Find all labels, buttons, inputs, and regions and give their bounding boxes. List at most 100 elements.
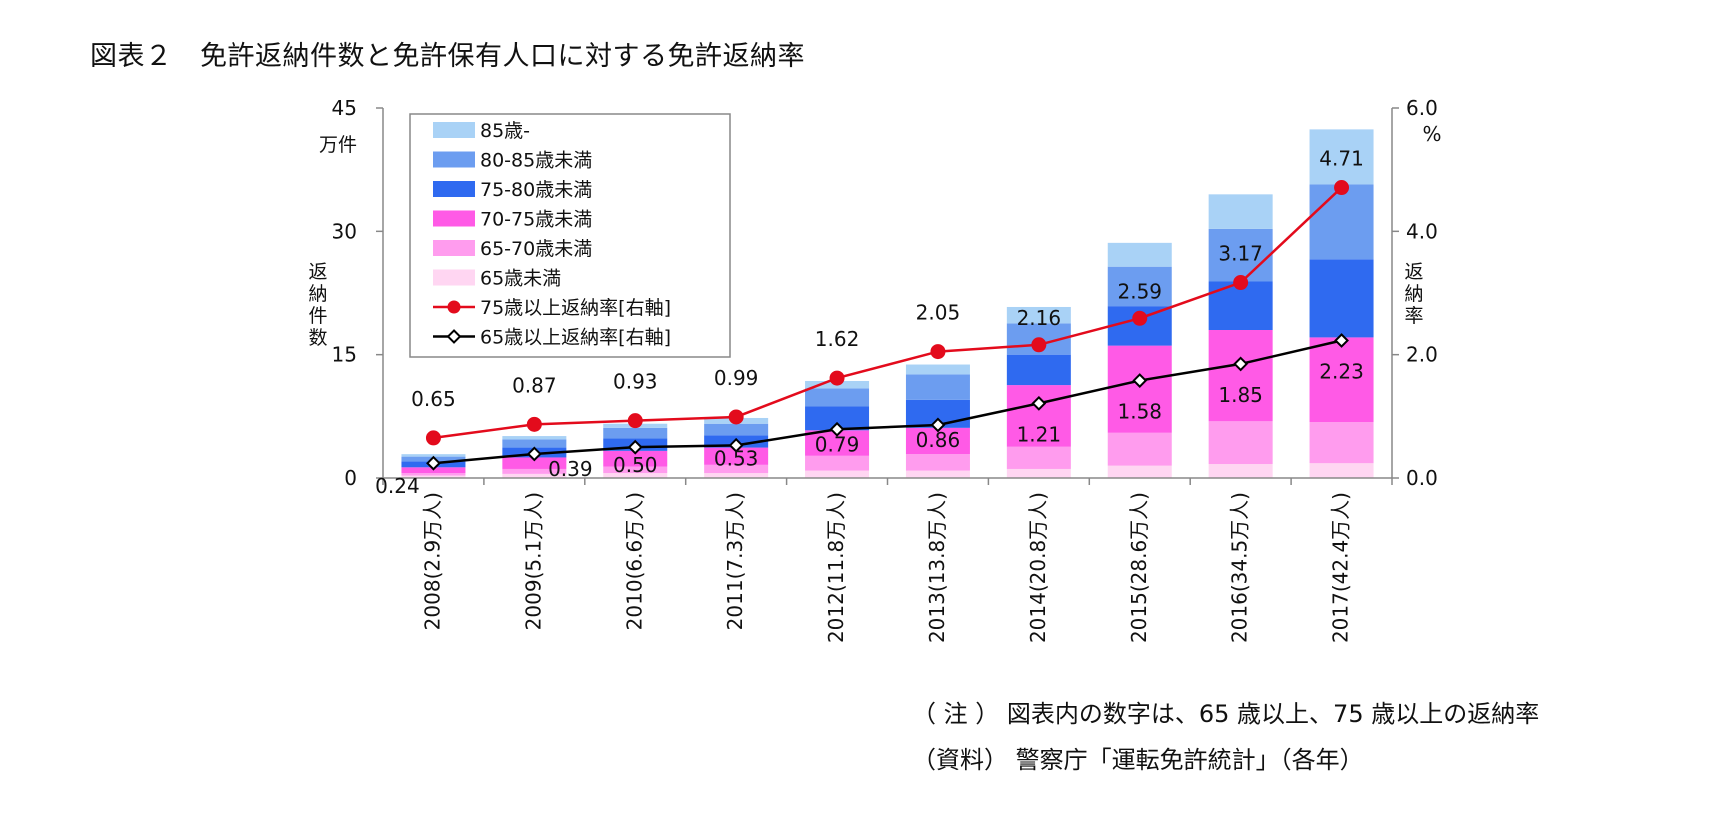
bar-segment bbox=[905, 364, 970, 375]
data-label-75plus: 0.93 bbox=[613, 370, 658, 394]
bar-segment bbox=[603, 450, 668, 467]
bar-segment bbox=[1309, 129, 1374, 185]
bar-segment bbox=[1309, 422, 1374, 464]
bar-segment bbox=[805, 406, 870, 431]
x-category-label: 2012(11.8万人) bbox=[824, 492, 848, 643]
right-axis-title-char: 返 bbox=[1404, 261, 1423, 283]
x-category-label: 2015(28.6万人) bbox=[1127, 492, 1151, 643]
right-axis-unit: % bbox=[1422, 122, 1441, 146]
bar-segment bbox=[905, 374, 970, 400]
data-label-75plus: 0.99 bbox=[714, 366, 759, 390]
bar-segment bbox=[1107, 266, 1172, 307]
marker-65plus bbox=[1233, 356, 1249, 372]
x-category-label: 2009(5.1万人) bbox=[521, 492, 545, 630]
data-label-65plus: 1.58 bbox=[1117, 400, 1162, 424]
left-axis-title-char: 返 bbox=[308, 261, 327, 283]
bar-segment bbox=[805, 455, 870, 471]
marker-65plus bbox=[930, 417, 946, 433]
marker-75plus bbox=[1132, 310, 1148, 326]
right-axis-title-char: 納 bbox=[1404, 283, 1423, 305]
right-tick-label: 4.0 bbox=[1406, 219, 1438, 243]
marker-65plus bbox=[1031, 395, 1047, 411]
marker-65plus bbox=[1132, 373, 1148, 388]
chart-note: （ 注 ） 図表内の数字は、65 歳以上、75 歳以上の返納率 bbox=[912, 700, 1540, 728]
data-label-75plus: 0.87 bbox=[512, 373, 557, 397]
bar-segment bbox=[1208, 194, 1273, 229]
data-label-75plus: 2.05 bbox=[916, 301, 961, 325]
legend-marker-75plus bbox=[447, 300, 461, 314]
bar-segment bbox=[401, 473, 466, 476]
legend-swatch bbox=[433, 181, 475, 197]
legend-label: 75歳以上返納率[右軸] bbox=[480, 297, 671, 319]
bar-segment bbox=[905, 470, 970, 478]
right-axis-title: 返納率 bbox=[1404, 261, 1423, 327]
figure-title: 図表２ 免許返納件数と免許保有人口に対する免許返納率 bbox=[90, 41, 805, 72]
marker-65plus bbox=[526, 446, 542, 462]
data-label-75plus: 2.59 bbox=[1117, 279, 1162, 303]
data-label-75plus: 4.71 bbox=[1319, 147, 1364, 171]
right-tick-label: 0.0 bbox=[1406, 466, 1438, 490]
legend-swatch bbox=[433, 269, 475, 286]
x-category-label: 2011(7.3万人) bbox=[723, 492, 747, 630]
bar-segment bbox=[401, 454, 466, 457]
data-label-75plus: 0.65 bbox=[411, 387, 456, 411]
bar-segment bbox=[1006, 354, 1071, 386]
bar-segment bbox=[1107, 345, 1172, 433]
chart-source: （資料） 警察庁「運転免許統計」（各年） bbox=[912, 746, 1364, 774]
bar-segment bbox=[1208, 421, 1273, 465]
marker-65plus bbox=[728, 437, 744, 453]
marker-75plus bbox=[829, 370, 845, 386]
marker-75plus bbox=[526, 416, 542, 432]
bar-segment bbox=[1208, 228, 1273, 282]
left-tick-label: 0 bbox=[344, 466, 357, 490]
marker-75plus bbox=[627, 413, 643, 429]
bar-segment bbox=[1309, 337, 1374, 423]
line-65plus-rate bbox=[433, 339, 1342, 465]
bar-segment bbox=[1309, 184, 1374, 260]
bar-segment bbox=[1006, 468, 1071, 478]
legend-label: 70-75歳未満 bbox=[480, 209, 592, 231]
bar-segment bbox=[1208, 464, 1273, 478]
bar-segment bbox=[502, 436, 567, 440]
data-label-65plus: 0.53 bbox=[714, 446, 759, 470]
marker-75plus bbox=[425, 430, 441, 446]
bar-segment bbox=[401, 475, 466, 478]
bar-segment bbox=[502, 457, 567, 469]
legend-label: 65-70歳未満 bbox=[480, 238, 592, 260]
bar-segment bbox=[1107, 242, 1172, 267]
data-label-65plus: 2.23 bbox=[1319, 359, 1364, 383]
bar-segment bbox=[1107, 465, 1172, 478]
x-category-label: 2010(6.6万人) bbox=[622, 492, 646, 630]
data-label-75plus: 2.16 bbox=[1017, 306, 1062, 330]
bar-segment bbox=[905, 454, 970, 471]
bar-segment bbox=[704, 473, 769, 478]
bar-segment bbox=[502, 468, 567, 474]
data-label-65plus: 1.21 bbox=[1017, 422, 1062, 446]
right-axis-title-char: 率 bbox=[1404, 305, 1423, 327]
left-axis-title: 返納件数 bbox=[308, 261, 327, 349]
marker-75plus bbox=[1233, 275, 1249, 291]
marker-75plus bbox=[1031, 337, 1047, 353]
left-axis-title-char: 件 bbox=[308, 305, 327, 327]
bar-segment bbox=[704, 447, 769, 465]
data-label-65plus: 0.39 bbox=[548, 457, 593, 481]
bar-segment bbox=[603, 473, 668, 478]
bar-segment bbox=[1309, 463, 1374, 478]
left-axis-unit: 万件 bbox=[319, 134, 357, 156]
bar-segment bbox=[704, 423, 769, 436]
marker-75plus bbox=[728, 409, 744, 425]
bar-segment bbox=[1309, 259, 1374, 338]
legend-label: 65歳以上返納率[右軸] bbox=[480, 327, 671, 349]
left-tick-label: 45 bbox=[332, 96, 357, 120]
data-label-65plus: 0.50 bbox=[613, 453, 658, 477]
marker-65plus bbox=[627, 439, 643, 455]
marker-65plus bbox=[426, 455, 441, 471]
bar-segment bbox=[603, 466, 668, 474]
bar-segment bbox=[1208, 330, 1273, 422]
x-category-label: 2008(2.9万人) bbox=[420, 492, 444, 630]
right-tick-label: 6.0 bbox=[1406, 96, 1438, 120]
legend-swatch bbox=[433, 210, 475, 227]
bar-segment bbox=[704, 464, 769, 474]
data-label-65plus: 0.86 bbox=[916, 428, 961, 452]
